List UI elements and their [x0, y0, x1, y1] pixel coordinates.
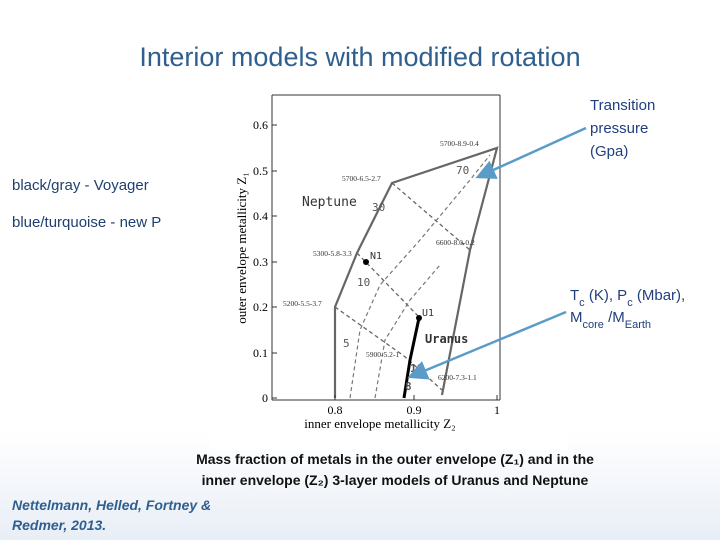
annotation-part: core	[583, 319, 604, 331]
y-tick-label: 0.2	[253, 300, 268, 314]
point-label: 6200-7.3-1.1	[438, 373, 477, 382]
arrow	[475, 126, 587, 179]
point-label: 5200-5.5-3.7	[283, 299, 322, 308]
figure: 0 0.1 0.2 0.3 0.4 0.5 0.6 0.8 0.9 1 outer envelope…	[234, 94, 501, 431]
annotation-part: (Mbar),	[633, 287, 686, 304]
x-tick-label: 1	[494, 403, 500, 417]
point-label: 5300-5.8-3.3	[313, 249, 352, 258]
contour-label: 8	[405, 380, 412, 393]
citation: Redmer, 2013.	[12, 517, 106, 533]
planet-point	[416, 315, 422, 321]
annotation: Tc (K), Pc (Mbar),	[570, 287, 685, 309]
annotation: pressure	[590, 120, 648, 137]
x-axis-label: inner envelope metallicity Z₂	[304, 416, 455, 431]
annotation-part: (K), P	[585, 287, 628, 304]
model-line	[402, 317, 421, 399]
slide-title: Interior models with modified rotation	[139, 42, 580, 72]
caption: inner envelope (Z₂) 3-layer models of Ur…	[202, 472, 589, 488]
y-tick-label: 0	[262, 391, 268, 405]
y-tick-label: 0.6	[253, 118, 268, 132]
caption: Mass fraction of metals in the outer env…	[196, 451, 594, 467]
citation: Nettelmann, Helled, Fortney &	[12, 497, 211, 513]
planet-label: Neptune	[302, 195, 357, 210]
x-tick-label: 0.9	[407, 403, 422, 417]
planet-label: Uranus	[425, 332, 468, 346]
annotation: Transition	[590, 97, 655, 114]
contour-label: 30	[372, 201, 385, 214]
point-label: 5700-6.5-2.7	[342, 174, 381, 183]
annotation: Mcore /MEarth	[570, 309, 651, 331]
note: blue/turquoise - new P	[12, 214, 161, 231]
contour-line	[349, 154, 491, 399]
annotation: (Gpa)	[590, 143, 628, 160]
annotation-part: M	[570, 309, 583, 326]
figure-panel	[210, 72, 568, 450]
annotation-part: c	[579, 297, 585, 309]
y-axis-label: outer envelope metallicity Z₁	[234, 172, 249, 323]
annotation-part: c	[627, 297, 633, 309]
planet-label: N1	[370, 251, 382, 262]
note: black/gray - Voyager	[12, 177, 149, 194]
contour-label: 70	[456, 164, 469, 177]
planet-label: U1	[422, 308, 434, 319]
planet-point	[363, 259, 369, 265]
y-tick-label: 0.1	[253, 346, 268, 360]
annotation-part: Earth	[625, 319, 651, 331]
y-tick-label: 0.3	[253, 255, 268, 269]
point-label: 6600-8.0-0.2	[436, 238, 475, 247]
point-label: 5700-8.9-0.4	[440, 139, 479, 148]
arrow	[407, 310, 567, 380]
x-tick-label: 0.8	[328, 403, 343, 417]
y-tick-label: 0.4	[253, 209, 268, 223]
contour-label: 10	[357, 276, 370, 289]
point-label: 5900-5.2-1	[366, 350, 399, 359]
contour-label: 5	[343, 337, 350, 350]
annotation-part: /M	[604, 309, 625, 326]
y-tick-label: 0.5	[253, 164, 268, 178]
annotation-part: T	[570, 287, 579, 304]
